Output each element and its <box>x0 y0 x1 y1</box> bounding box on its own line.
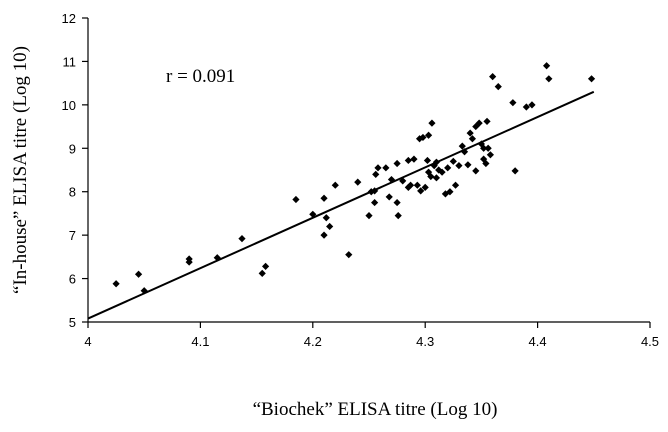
y-tick-label: 11 <box>63 54 77 69</box>
data-point <box>466 129 474 137</box>
data-point <box>309 210 317 218</box>
data-point <box>522 103 530 111</box>
data-point <box>410 155 418 163</box>
data-point <box>460 148 469 156</box>
data-point <box>494 83 502 91</box>
data-point <box>238 235 246 243</box>
data-point <box>404 183 412 191</box>
data-point <box>511 167 519 175</box>
data-point <box>393 159 401 168</box>
data-point <box>292 195 300 204</box>
data-point <box>326 222 334 231</box>
data-point <box>477 140 485 148</box>
x-tick-label: 4.5 <box>641 334 659 349</box>
y-tick-label: 6 <box>69 272 76 287</box>
data-point <box>345 251 353 259</box>
data-point <box>464 161 472 169</box>
y-tick-group: 5 6 7 8 9 10 11 12 <box>62 11 88 330</box>
y-tick-label: 8 <box>69 185 76 200</box>
data-point <box>112 280 120 288</box>
x-tick-label: 4.2 <box>304 334 322 349</box>
data-point <box>424 131 433 139</box>
trendline <box>87 90 595 320</box>
data-point <box>542 62 551 70</box>
y-tick-label: 10 <box>62 98 76 113</box>
data-point <box>468 135 477 143</box>
correlation-annotation: r = 0.091 <box>166 66 235 87</box>
data-point <box>587 75 596 83</box>
y-tick-label: 12 <box>62 11 76 26</box>
data-point <box>320 231 328 239</box>
x-tick-label: 4.3 <box>416 334 434 349</box>
data-point <box>185 258 193 266</box>
x-tick-label: 4.4 <box>529 334 547 349</box>
data-point <box>472 167 480 175</box>
data-point <box>365 212 373 220</box>
data-point <box>372 170 380 178</box>
data-point <box>134 270 143 278</box>
data-point <box>489 73 497 81</box>
data-point <box>482 159 490 168</box>
data-point <box>406 181 415 189</box>
data-point <box>421 183 429 191</box>
data-point <box>393 198 401 207</box>
data-point <box>455 162 463 170</box>
data-point <box>446 188 454 196</box>
data-point <box>484 144 492 152</box>
data-point <box>509 99 517 107</box>
data-point <box>213 254 221 262</box>
y-tick-label: 7 <box>69 228 76 243</box>
x-axis-title: “Biochek” ELISA titre (Log 10) <box>253 399 498 420</box>
data-point <box>331 181 339 189</box>
data-point <box>451 181 460 189</box>
data-point <box>486 151 494 159</box>
data-point <box>404 156 412 165</box>
data-point <box>322 214 330 222</box>
data-point <box>545 75 553 83</box>
data-points <box>112 62 596 295</box>
data-point <box>435 166 443 174</box>
data-point <box>320 194 328 202</box>
data-point <box>432 174 441 182</box>
x-tick-label: 4 <box>84 334 91 349</box>
data-point <box>483 117 491 125</box>
data-point <box>444 164 452 172</box>
x-tick-group: 4 4.1 4.2 4.3 4.4 4.5 <box>84 322 659 349</box>
y-tick-label: 5 <box>69 315 76 330</box>
y-axis-title: “In-house” ELISA titre (Log 10) <box>10 46 31 294</box>
data-point <box>413 181 421 189</box>
data-point <box>382 164 390 172</box>
data-point <box>528 101 536 109</box>
data-point <box>415 135 424 143</box>
data-point <box>258 269 266 277</box>
x-tick-label: 4.1 <box>191 334 209 349</box>
data-point <box>427 172 435 181</box>
data-point <box>480 144 488 152</box>
data-point <box>374 164 382 172</box>
data-point <box>472 122 480 131</box>
y-tick-label: 9 <box>69 141 76 156</box>
data-point <box>354 178 362 186</box>
data-point <box>394 212 402 220</box>
data-point <box>423 156 432 165</box>
data-point <box>449 157 457 165</box>
data-point <box>140 287 148 295</box>
data-point <box>371 198 379 207</box>
data-point <box>419 133 427 142</box>
data-point <box>417 187 425 195</box>
data-point <box>475 119 483 127</box>
data-point <box>458 142 466 150</box>
data-point <box>399 177 407 185</box>
data-point <box>424 168 433 176</box>
data-point <box>261 262 270 271</box>
data-point <box>438 168 446 176</box>
data-point <box>385 193 393 201</box>
data-point <box>428 119 436 127</box>
